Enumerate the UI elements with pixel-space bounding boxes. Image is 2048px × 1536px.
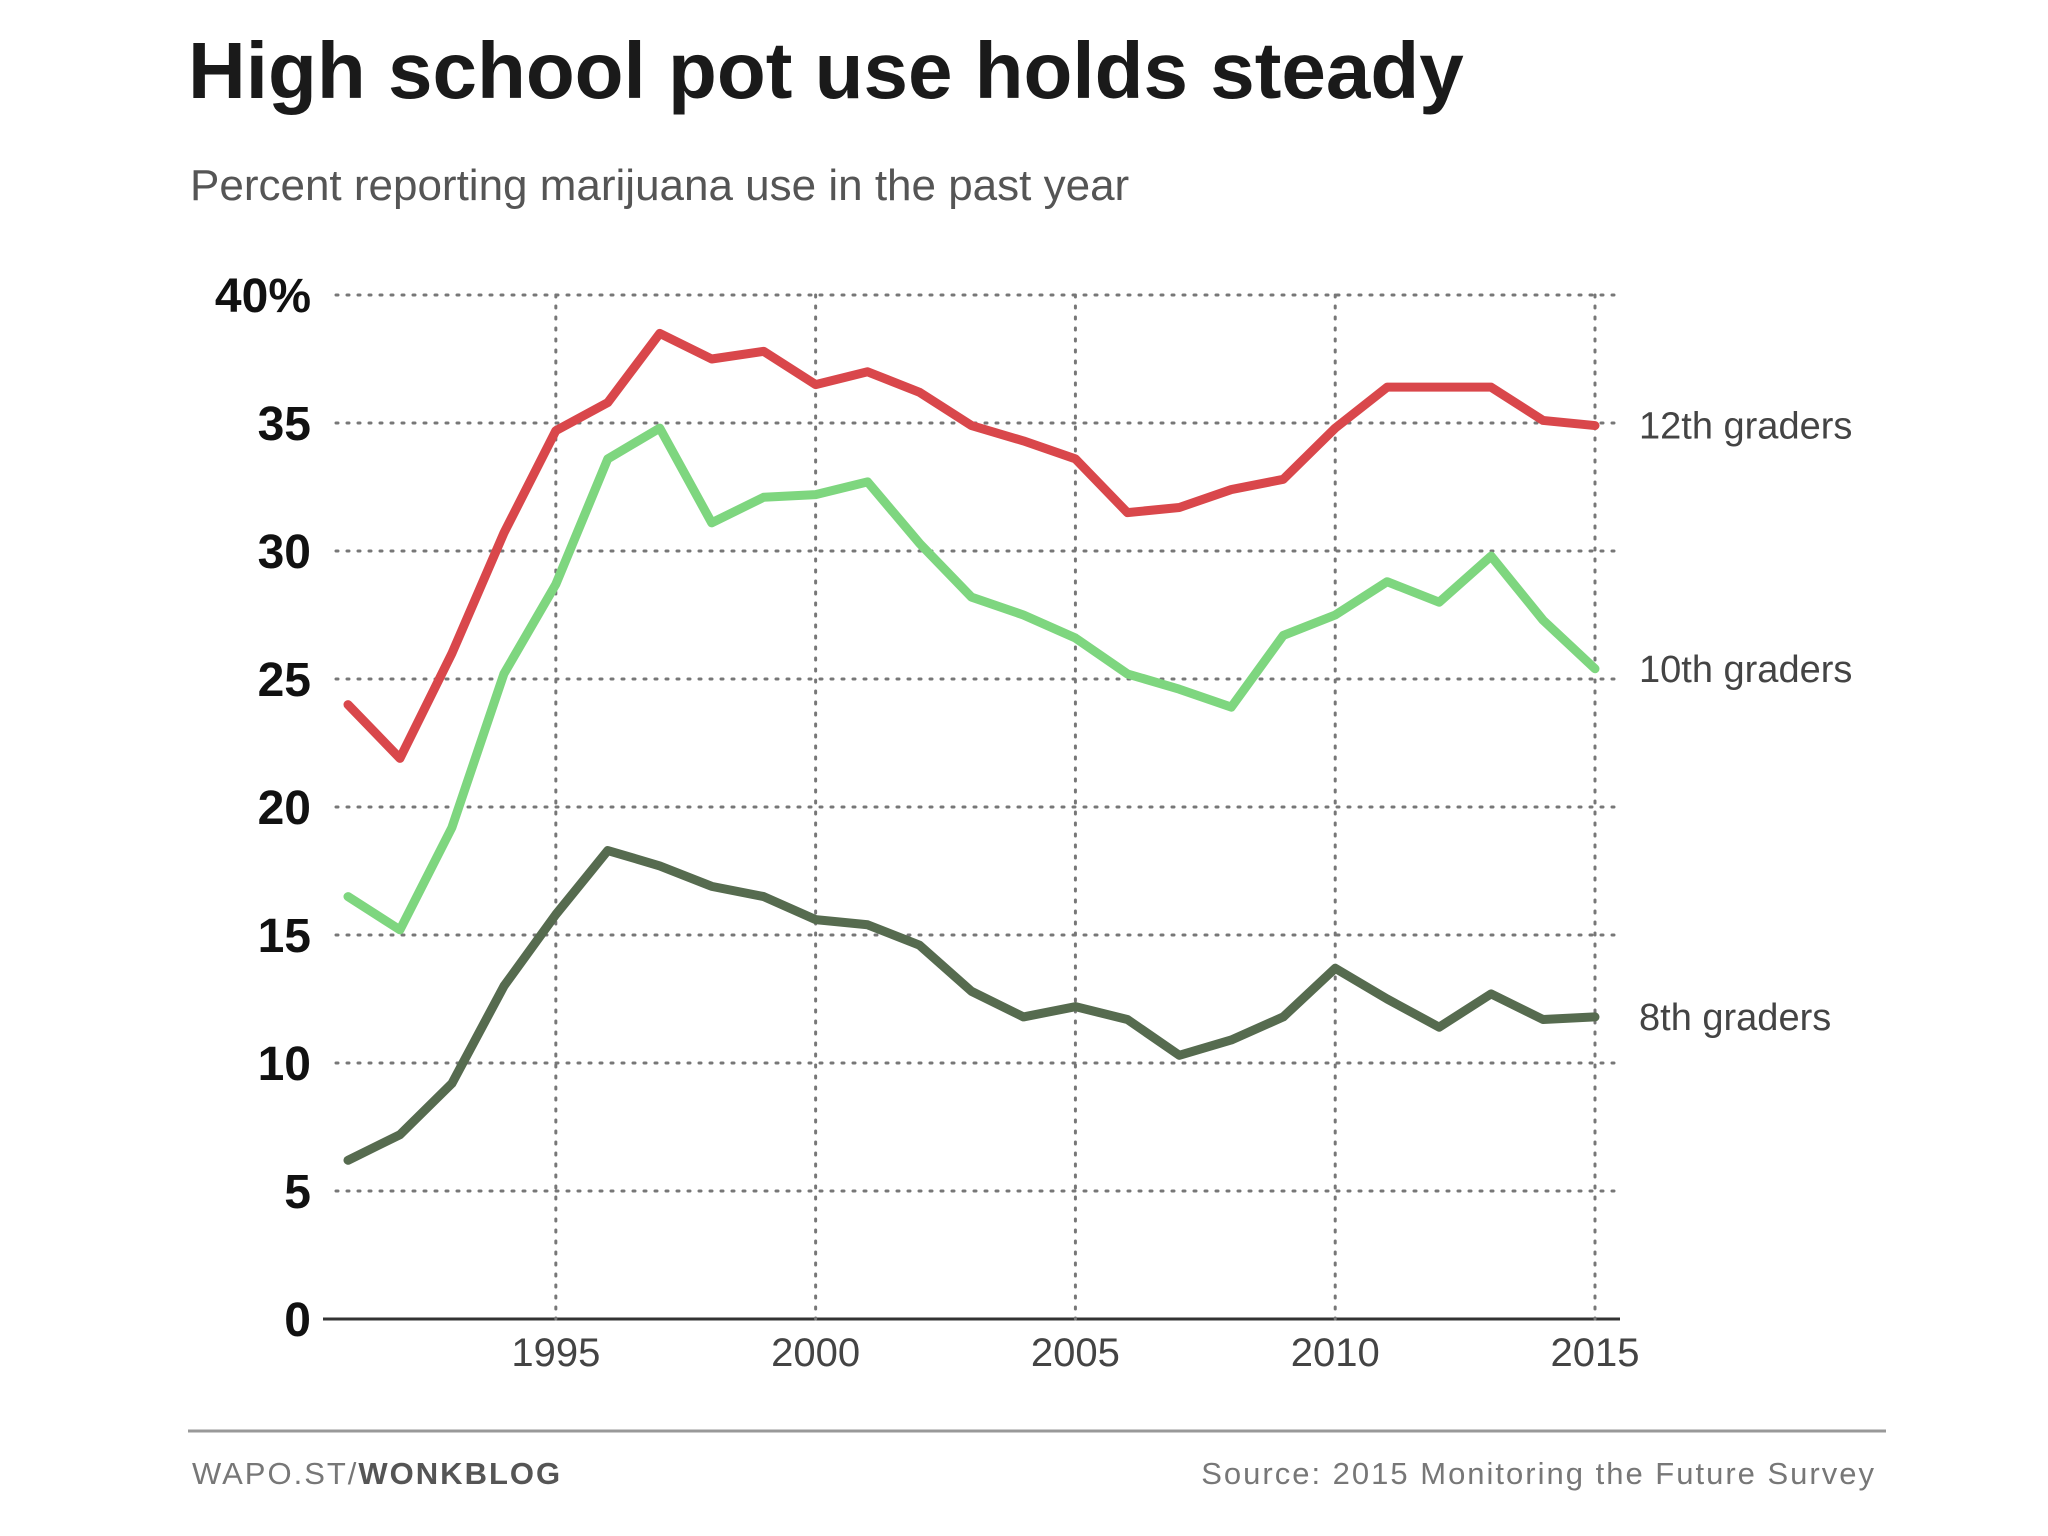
y-tick-label: 25 (258, 654, 311, 707)
y-tick-label: 10 (258, 1038, 311, 1091)
x-axis: 1995 2000 2005 2010 2015 (511, 1331, 1639, 1375)
series-label: 10th graders (1639, 649, 1852, 691)
y-tick-label: 0 (284, 1294, 311, 1347)
chart-subtitle: Percent reporting marijuana use in the p… (190, 161, 1129, 210)
y-tick-label: 20 (258, 782, 311, 835)
x-tick-label: 2000 (771, 1331, 860, 1375)
x-tick-label: 1995 (511, 1331, 600, 1375)
footer-credit: WAPO.ST/WONKBLOG (192, 1456, 562, 1491)
credit-prefix: WAPO.ST/ (192, 1456, 358, 1491)
series-labels: 12th graders 10th graders 8th graders (1639, 406, 1852, 1039)
series-line-8th-graders (343, 846, 1600, 1165)
x-tick-label: 2005 (1031, 1331, 1120, 1375)
series-label: 12th graders (1639, 406, 1852, 448)
grid (323, 293, 1624, 1321)
y-axis: 0 5 10 15 20 25 30 35 40% (215, 270, 311, 1347)
y-tick-label: 35 (258, 398, 311, 451)
footer-source: Source: 2015 Monitoring the Future Surve… (1201, 1456, 1876, 1491)
y-tick-label: 40% (215, 270, 311, 323)
credit-brand: WONKBLOG (358, 1456, 562, 1491)
y-tick-label: 15 (258, 910, 311, 963)
y-tick-label: 30 (258, 526, 311, 579)
x-tick-label: 2010 (1291, 1331, 1380, 1375)
y-tick-label: 5 (284, 1166, 311, 1219)
chart-title: High school pot use holds steady (188, 26, 1464, 115)
series-line-12th-graders (343, 328, 1600, 763)
series-label: 8th graders (1639, 997, 1831, 1039)
x-tick-label: 2015 (1551, 1331, 1640, 1375)
series-lines (343, 328, 1600, 1165)
